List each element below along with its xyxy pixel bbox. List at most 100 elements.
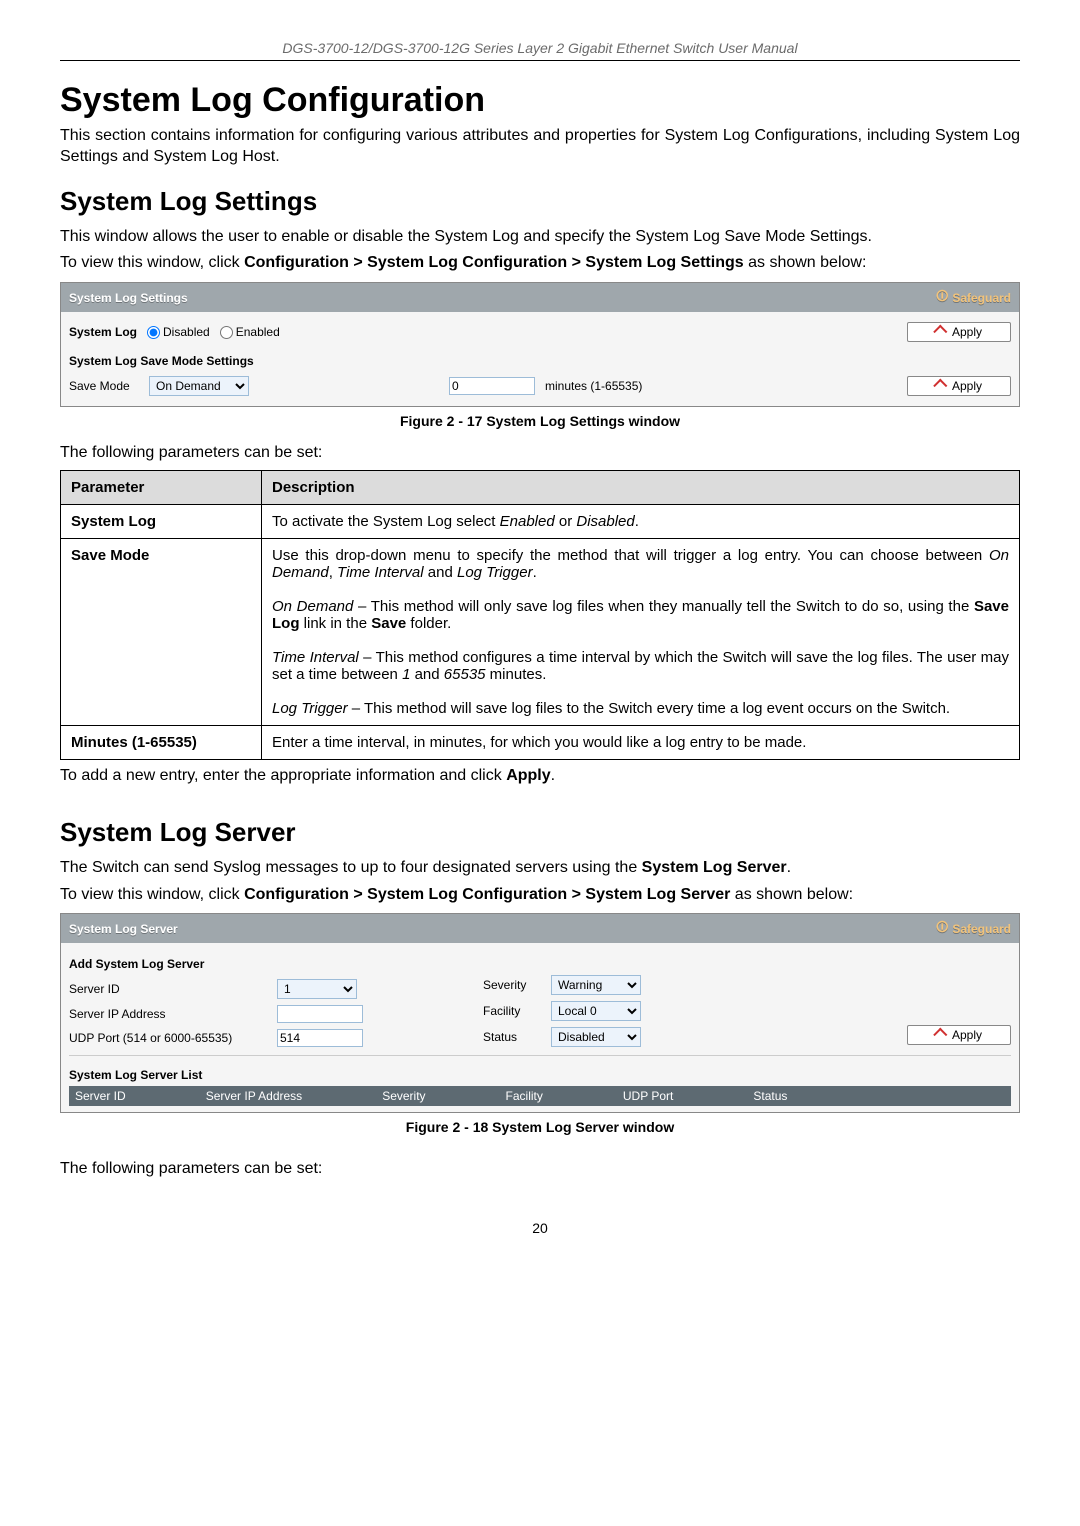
- page-title: System Log Configuration: [60, 81, 1020, 120]
- server-id-label: Server ID: [69, 982, 269, 996]
- param-key: System Log: [61, 504, 262, 538]
- list-col-udp-port: UDP Port: [623, 1089, 673, 1103]
- t: Time Interval: [272, 649, 359, 666]
- figure-1-caption: Figure 2 - 17 System Log Settings window: [60, 413, 1020, 429]
- t: ,: [329, 564, 337, 581]
- page-number: 20: [60, 1220, 1020, 1236]
- safeguard-label: Safeguard: [952, 291, 1011, 305]
- table-row: System Log To activate the System Log se…: [61, 504, 1020, 538]
- params-lead-1: The following parameters can be set:: [60, 443, 1020, 464]
- panel-divider: [69, 1055, 1011, 1056]
- t: 65535: [444, 666, 486, 683]
- t: link in the: [300, 615, 372, 632]
- radio-disabled[interactable]: [147, 326, 160, 339]
- table-row: Minutes (1-65535) Enter a time interval,…: [61, 725, 1020, 759]
- t: .: [551, 767, 555, 784]
- t: as shown below:: [730, 886, 853, 903]
- settings-nav-suffix: as shown below:: [744, 254, 867, 271]
- facility-select[interactable]: Local 0: [551, 1001, 641, 1021]
- param-key: Save Mode: [61, 538, 262, 725]
- t: The Switch can send Syslog messages to u…: [60, 859, 642, 876]
- server-ip-label: Server IP Address: [69, 1007, 269, 1021]
- save-mode-group-title: System Log Save Mode Settings: [69, 350, 1011, 372]
- t: Log Trigger: [272, 700, 348, 717]
- panel-title: System Log Settings: [69, 291, 188, 305]
- udp-port-label: UDP Port (514 or 6000-65535): [69, 1031, 269, 1045]
- settings-nav-prefix: To view this window, click: [60, 254, 244, 271]
- col-parameter: Parameter: [61, 470, 262, 504]
- add-server-group-title: Add System Log Server: [69, 953, 1011, 975]
- t: To activate the System Log select: [272, 513, 500, 530]
- header-product-line: DGS-3700-12/DGS-3700-12G Series Layer 2 …: [60, 40, 1020, 56]
- server-ip-input[interactable]: [277, 1005, 363, 1023]
- list-col-server-id: Server ID: [75, 1089, 126, 1103]
- udp-port-input[interactable]: [277, 1029, 363, 1047]
- t: – This method will only save log files w…: [353, 598, 974, 615]
- section-log-settings: System Log Settings: [60, 186, 1020, 217]
- server-list-header: Server ID Server IP Address Severity Fac…: [69, 1086, 1011, 1106]
- t: Use this drop-down menu to specify the m…: [272, 547, 989, 564]
- t: and: [424, 564, 457, 581]
- t: – This method will save log files to the…: [348, 700, 951, 717]
- settings-nav-path: Configuration > System Log Configuration…: [244, 254, 744, 271]
- minutes-range-label: minutes (1-65535): [545, 379, 642, 393]
- facility-label: Facility: [483, 1004, 543, 1018]
- safeguard-icon: 🛈: [936, 918, 948, 939]
- settings-desc: This window allows the user to enable or…: [60, 227, 1020, 248]
- t: System Log Server: [642, 859, 787, 876]
- panel-header: System Log Settings 🛈 Safeguard: [61, 283, 1019, 312]
- t: – This method configures a time interval…: [272, 649, 1009, 683]
- panel-syslog-settings: System Log Settings 🛈 Safeguard System Lo…: [60, 282, 1020, 407]
- param-key: Minutes (1-65535): [61, 725, 262, 759]
- add-entry-note: To add a new entry, enter the appropriat…: [60, 766, 1020, 787]
- list-col-severity: Severity: [382, 1089, 425, 1103]
- status-label: Status: [483, 1030, 543, 1044]
- radio-disabled-label: Disabled: [163, 325, 210, 339]
- t: and: [410, 666, 443, 683]
- status-select[interactable]: Disabled: [551, 1027, 641, 1047]
- t: Configuration > System Log Configuration…: [244, 886, 730, 903]
- list-col-facility: Facility: [506, 1089, 543, 1103]
- apply-button-2[interactable]: Apply: [907, 376, 1011, 396]
- t: Disabled: [576, 513, 634, 530]
- col-description: Description: [262, 470, 1020, 504]
- t: To view this window, click: [60, 886, 244, 903]
- t: Enabled: [500, 513, 555, 530]
- server-id-select[interactable]: 1: [277, 979, 357, 999]
- safeguard-icon: 🛈: [936, 287, 948, 308]
- panel-syslog-server: System Log Server 🛈Safeguard Add System …: [60, 913, 1020, 1113]
- t: or: [555, 513, 577, 530]
- t: .: [635, 513, 639, 530]
- server-list-title: System Log Server List: [69, 1064, 1011, 1086]
- safeguard-badge: 🛈 Safeguard: [936, 287, 1011, 308]
- settings-nav: To view this window, click Configuration…: [60, 253, 1020, 274]
- param-desc: To activate the System Log select Enable…: [262, 504, 1020, 538]
- server-nav: To view this window, click Configuration…: [60, 885, 1020, 906]
- params-lead-2: The following parameters can be set:: [60, 1159, 1020, 1180]
- t: .: [787, 859, 791, 876]
- table-row: Save Mode Use this drop-down menu to spe…: [61, 538, 1020, 725]
- intro-text: This section contains information for co…: [60, 126, 1020, 168]
- save-mode-label: Save Mode: [69, 379, 139, 393]
- t: .: [533, 564, 537, 581]
- header-divider: [60, 60, 1020, 61]
- panel-header: System Log Server 🛈Safeguard: [61, 914, 1019, 943]
- list-col-status: Status: [753, 1089, 787, 1103]
- safeguard-badge: 🛈Safeguard: [936, 918, 1011, 939]
- t: To add a new entry, enter the appropriat…: [60, 767, 506, 784]
- severity-select[interactable]: Warning: [551, 975, 641, 995]
- minutes-input[interactable]: [449, 377, 535, 395]
- section-log-server: System Log Server: [60, 817, 1020, 848]
- panel-title: System Log Server: [69, 922, 178, 936]
- list-col-server-ip: Server IP Address: [206, 1089, 303, 1103]
- radio-enabled[interactable]: [220, 326, 233, 339]
- severity-label: Severity: [483, 978, 543, 992]
- t: Apply: [506, 767, 550, 784]
- apply-button-1[interactable]: Apply: [907, 322, 1011, 342]
- apply-button-3[interactable]: Apply: [907, 1025, 1011, 1045]
- t: folder.: [406, 615, 451, 632]
- save-mode-select[interactable]: On Demand: [149, 376, 249, 396]
- t: minutes.: [486, 666, 547, 683]
- params-table-1: Parameter Description System Log To acti…: [60, 470, 1020, 760]
- param-desc: Enter a time interval, in minutes, for w…: [262, 725, 1020, 759]
